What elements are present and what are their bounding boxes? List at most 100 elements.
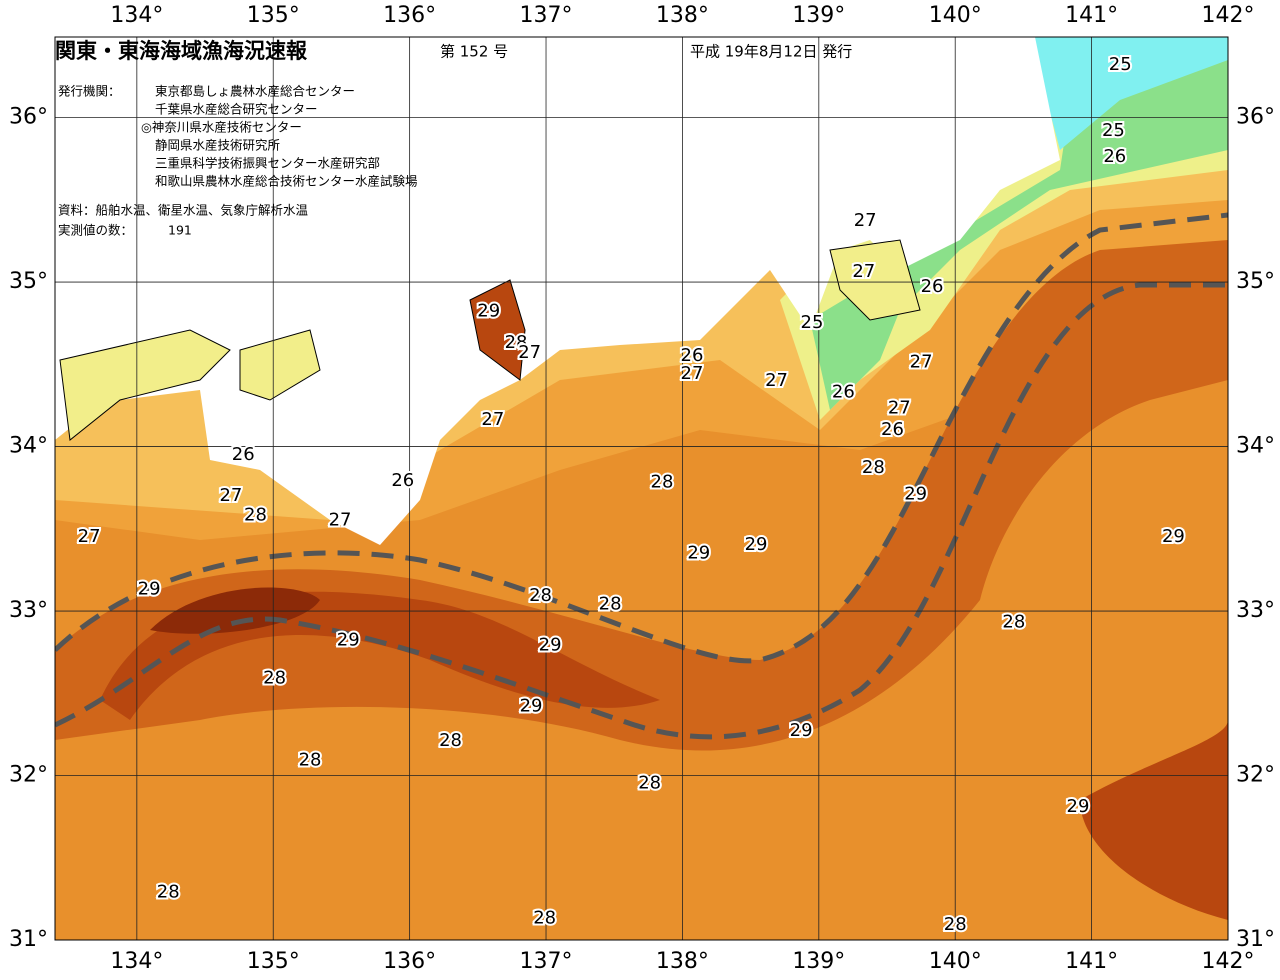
agency: ◎神奈川県水産技術センター: [141, 120, 302, 135]
contour-label: 27: [910, 352, 933, 373]
contour-label: 25: [801, 312, 824, 333]
contour-label: 28: [439, 730, 462, 751]
contour-label: 28: [533, 908, 556, 929]
lat-tick-label: 36°: [9, 105, 48, 130]
contour-label: 25: [1102, 120, 1125, 141]
lon-tick-label: 137°: [520, 3, 573, 28]
lat-tick-label: 33°: [1236, 598, 1275, 623]
tokyo-bay: [829, 239, 921, 321]
contour-label: 27: [852, 261, 875, 282]
contour-label: 29: [1067, 796, 1090, 817]
awaji-island: [239, 329, 321, 401]
lat-tick-label: 31°: [1236, 927, 1275, 952]
map-area: [55, 37, 1228, 940]
contour-label: 26: [1103, 146, 1126, 167]
shikoku-coast: [59, 329, 231, 441]
lon-tick-label: 141°: [1065, 3, 1118, 28]
lon-tick-label: 138°: [656, 949, 709, 974]
data-sources: 資料：船舶水温、衛星水温、気象庁解析水温: [58, 203, 309, 218]
lon-tick-label: 137°: [520, 949, 573, 974]
lon-tick-label: 141°: [1065, 949, 1118, 974]
lon-tick-label: 136°: [383, 949, 436, 974]
zone-hot-se: [1080, 720, 1228, 920]
kuroshio-axis-north: [55, 212, 1228, 664]
contour-label: 28: [651, 472, 674, 493]
lat-tick-label: 35°: [9, 269, 48, 294]
zone-cold: [810, 37, 1228, 410]
contour-label: 28: [944, 914, 967, 935]
contour-label: 29: [477, 301, 500, 322]
lon-tick-label: 135°: [247, 949, 300, 974]
lat-tick-label: 36°: [1236, 105, 1275, 130]
lat-tick-label: 34°: [1236, 434, 1275, 459]
contour-label: 28: [505, 332, 528, 353]
contour-label: 29: [687, 542, 710, 563]
contour-label: 29: [904, 483, 927, 504]
lon-tick-label: 139°: [792, 3, 845, 28]
agency: 静岡県水産技術研究所: [155, 138, 280, 153]
agency: 千葉県水産総合研究センター: [155, 102, 318, 117]
contour-label: 29: [138, 579, 161, 600]
contour-label: 27: [78, 526, 101, 547]
contour-label: 28: [1002, 612, 1025, 633]
contour-label: 26: [832, 381, 855, 402]
contour-label: 26: [681, 345, 704, 366]
agency: 和歌山県農林水産総合技術センター水産試験場: [155, 174, 418, 189]
lat-tick-label: 32°: [1236, 763, 1275, 788]
lon-tick-label: 139°: [792, 949, 845, 974]
contour-label: 28: [263, 667, 286, 688]
contour-label: 27: [681, 363, 704, 384]
lon-tick-label: 142°: [1202, 949, 1255, 974]
lat-tick-label: 33°: [9, 598, 48, 623]
lat-tick-label: 32°: [9, 763, 48, 788]
issue: 第 152 号: [440, 43, 508, 61]
contour-label: 28: [638, 773, 661, 794]
map-frame: [54, 36, 1229, 941]
contour-label: 28: [862, 457, 885, 478]
contour-label: 29: [745, 534, 768, 555]
title: 関東・東海海域漁海況速報: [55, 39, 308, 63]
lon-tick-label: 140°: [929, 949, 982, 974]
contour-label: 25: [1109, 54, 1132, 75]
lat-tick-label: 35°: [1236, 269, 1275, 294]
agency: 東京都島しょ農林水産総合センター: [155, 84, 355, 99]
lat-tick-label: 34°: [9, 434, 48, 459]
contour-label: 28: [244, 505, 267, 526]
lon-tick-label: 134°: [110, 3, 163, 28]
zone-coldest: [1030, 37, 1228, 150]
contour-label: 27: [765, 370, 788, 391]
lon-tick-label: 140°: [929, 3, 982, 28]
lon-tick-label: 135°: [247, 3, 300, 28]
contour-label: 29: [539, 635, 562, 656]
contour-label: 29: [337, 630, 360, 651]
contour-label: 26: [391, 470, 414, 491]
lon-tick-label: 136°: [383, 3, 436, 28]
contour-label: 28: [529, 585, 552, 606]
contour-label: 26: [232, 444, 255, 465]
contour-label: 27: [888, 398, 911, 419]
lon-tick-label: 138°: [656, 3, 709, 28]
lon-tick-label: 142°: [1202, 3, 1255, 28]
contour-label: 27: [854, 210, 877, 231]
contour-label: 26: [921, 276, 944, 297]
contour-label: 28: [157, 881, 180, 902]
contour-label: 26: [881, 419, 904, 440]
contour-label: 28: [599, 593, 622, 614]
lat-tick-label: 31°: [9, 927, 48, 952]
issue-date: 平成 19年8月12日 発行: [690, 43, 852, 61]
count-label: 実測値の数：: [58, 223, 133, 238]
contour-label: 27: [481, 409, 504, 430]
contour-label: 27: [518, 342, 541, 363]
kuroshio-axis-south: [55, 282, 1228, 740]
observation-count: 191: [168, 223, 192, 238]
lon-tick-label: 134°: [110, 949, 163, 974]
agency: 三重県科学技術振興センター水産研究部: [155, 156, 380, 171]
contour-label: 29: [520, 695, 543, 716]
contour-label: 29: [790, 720, 813, 741]
contour-label: 29: [1162, 526, 1185, 547]
ise-bay: [469, 279, 526, 381]
land: [55, 37, 1060, 545]
agencies-label: 発行機関：: [58, 84, 121, 99]
